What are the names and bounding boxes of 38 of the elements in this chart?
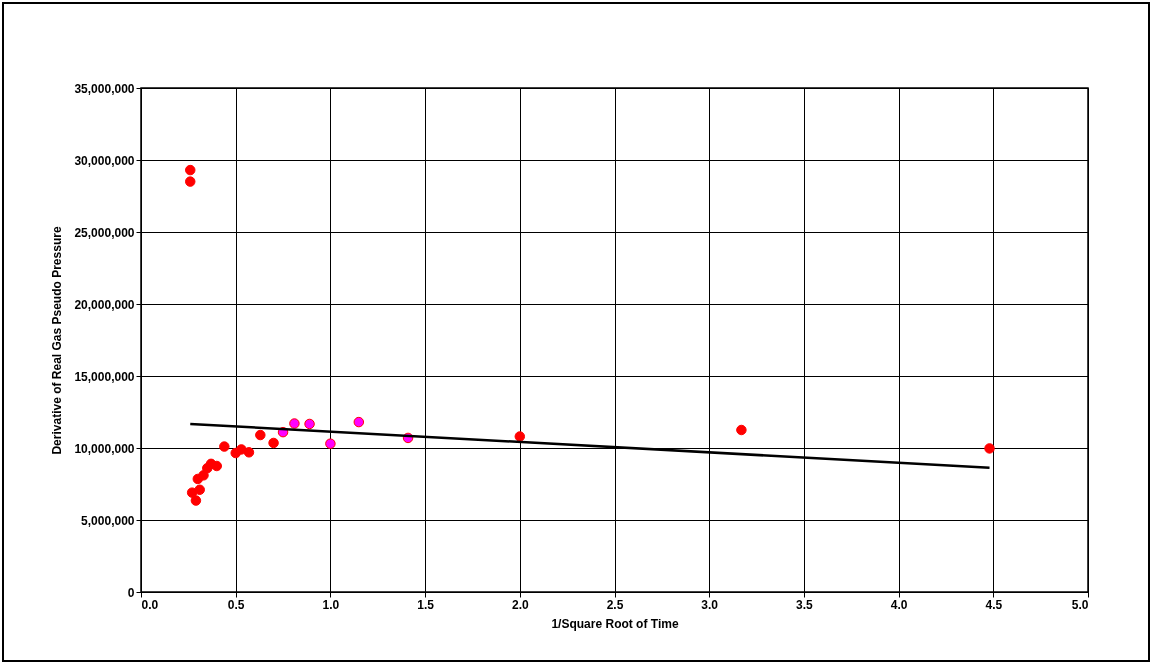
point	[236, 444, 247, 455]
point	[984, 443, 995, 454]
y-tick-label: 35,000,000	[74, 81, 135, 96]
y-tick-label: 20,000,000	[74, 297, 135, 312]
x-tick-label: 0.0	[141, 597, 159, 612]
x-tick-label: 5.0	[1071, 597, 1089, 612]
y-tick-label: 30,000,000	[74, 153, 135, 168]
x-tick-label: 0.5	[227, 597, 245, 612]
x-axis-title: 1/Square Root of Time	[551, 616, 679, 631]
point	[194, 484, 205, 495]
y-tick-label: 5,000,000	[81, 513, 135, 528]
point	[185, 164, 196, 176]
point	[514, 431, 526, 442]
point	[268, 437, 279, 449]
point	[190, 495, 202, 506]
point	[185, 176, 196, 187]
x-tick-label: 4.5	[985, 597, 1003, 612]
point	[353, 416, 365, 428]
x-tick-label: 1.5	[417, 597, 435, 612]
y-tick-label: 10,000,000	[74, 441, 135, 456]
point	[243, 447, 255, 458]
y-tick-label: 0	[127, 585, 135, 600]
point	[325, 438, 336, 449]
y-axis-title: Derivative of Real Gas Pseudo Pressure	[50, 226, 65, 455]
point	[289, 418, 300, 429]
x-tick-label: 2.5	[606, 597, 624, 612]
point	[255, 429, 266, 441]
x-tick-label: 1.0	[322, 597, 340, 612]
x-tick-label: 3.0	[701, 597, 719, 612]
point	[219, 441, 230, 452]
x-tick-label: 3.5	[796, 597, 814, 612]
point	[304, 418, 315, 430]
y-tick-label: 25,000,000	[74, 225, 135, 240]
point	[736, 424, 747, 436]
x-tick-label: 4.0	[890, 597, 908, 612]
y-tick-label: 15,000,000	[74, 369, 135, 384]
x-tick-label: 2.0	[511, 597, 529, 612]
point	[211, 460, 222, 472]
